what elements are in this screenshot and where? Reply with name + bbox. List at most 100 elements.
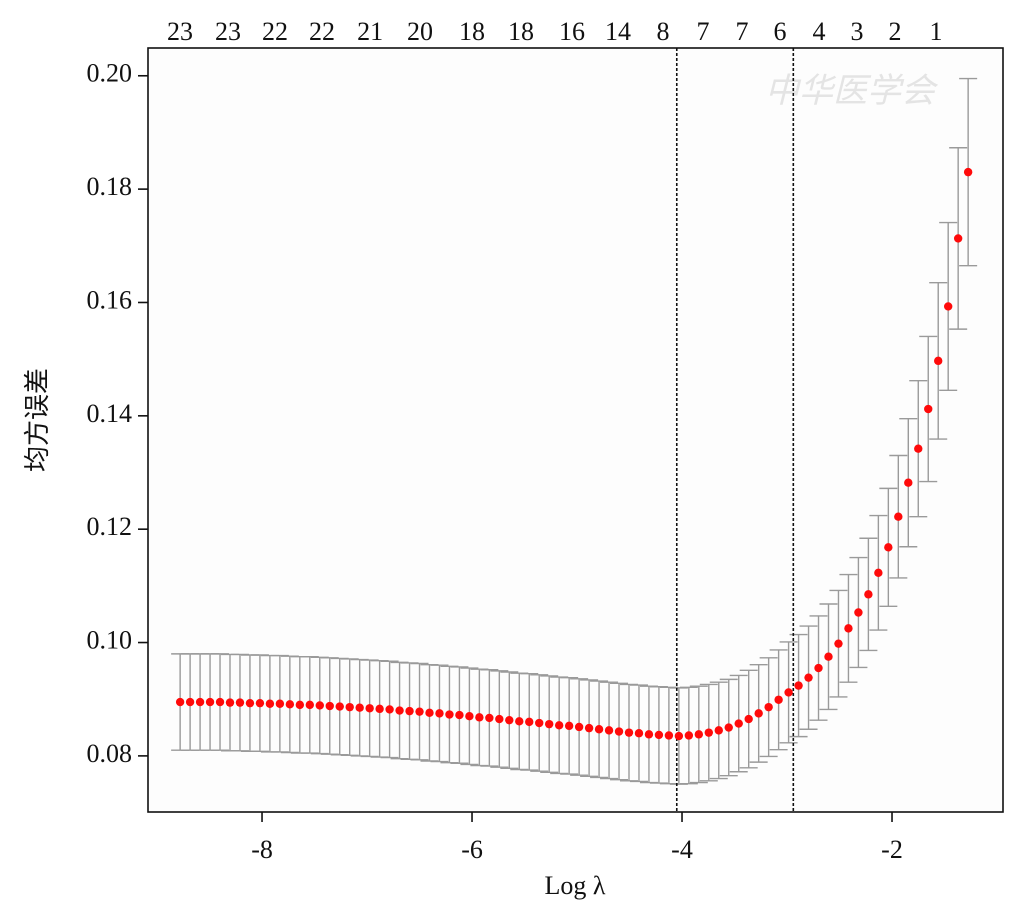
point <box>415 707 424 716</box>
top-tick-label: 7 <box>697 17 710 46</box>
top-tick-label: 21 <box>357 17 383 46</box>
point <box>225 698 235 707</box>
point <box>215 697 225 707</box>
point <box>295 700 305 710</box>
x-tick-label: -6 <box>461 835 483 864</box>
point <box>345 702 354 712</box>
top-tick-label: 23 <box>215 17 241 46</box>
point <box>704 728 713 737</box>
point <box>335 702 344 711</box>
point <box>644 730 654 739</box>
point <box>604 726 614 735</box>
point <box>325 701 334 711</box>
watermark: 中华医学会 <box>765 73 939 110</box>
top-tick-label: 23 <box>167 17 193 46</box>
point <box>315 701 324 710</box>
point <box>654 730 664 740</box>
point <box>614 727 624 736</box>
point <box>854 608 863 617</box>
point <box>744 714 753 724</box>
top-tick-label: 18 <box>508 17 534 46</box>
top-tick-label: 16 <box>559 17 585 46</box>
point <box>764 702 773 712</box>
x-tick-label: -8 <box>251 835 273 864</box>
top-tick-label: 18 <box>459 17 485 46</box>
point <box>245 698 255 708</box>
point <box>395 706 404 715</box>
y-tick-label: 0.20 <box>87 59 133 88</box>
point <box>445 710 454 719</box>
point <box>235 698 245 707</box>
top-tick-label: 6 <box>773 17 786 46</box>
point <box>814 663 823 673</box>
point <box>265 699 275 708</box>
point <box>684 731 694 740</box>
point <box>535 718 544 728</box>
point <box>425 708 434 718</box>
point <box>884 543 893 552</box>
point <box>525 717 534 727</box>
point <box>934 356 943 366</box>
point <box>554 721 564 730</box>
point <box>664 731 674 740</box>
point <box>844 624 853 633</box>
point <box>864 590 873 599</box>
point <box>305 700 315 710</box>
point <box>185 697 195 707</box>
point <box>255 698 265 708</box>
point <box>275 699 285 708</box>
point <box>904 478 913 487</box>
point <box>205 697 215 707</box>
point <box>574 722 584 732</box>
point <box>754 709 763 718</box>
y-axis-label: 均方误差 <box>23 368 52 472</box>
y-tick-label: 0.08 <box>87 739 133 768</box>
point <box>475 713 484 722</box>
point <box>435 709 444 718</box>
point <box>924 404 933 414</box>
top-tick-label: 8 <box>657 17 670 46</box>
plot-frame <box>147 47 1004 813</box>
point <box>674 731 684 741</box>
top-tick-label: 7 <box>735 17 748 46</box>
top-tick-label: 22 <box>262 17 288 46</box>
point <box>375 704 384 714</box>
top-tick-label: 14 <box>605 17 631 46</box>
point <box>505 715 514 725</box>
x-tick-label: -4 <box>671 835 693 864</box>
point <box>544 719 554 729</box>
point <box>175 697 185 707</box>
top-tick-label: 4 <box>813 17 826 46</box>
top-tick-label: 3 <box>851 17 864 46</box>
point <box>634 729 644 738</box>
point <box>894 512 903 521</box>
point <box>355 703 364 712</box>
point <box>953 234 963 243</box>
x-axis-label: Log λ <box>545 871 606 900</box>
point <box>794 681 803 690</box>
top-tick-label: 1 <box>930 17 943 46</box>
point <box>774 695 783 704</box>
y-tick-label: 0.18 <box>87 172 133 201</box>
point <box>455 710 464 720</box>
point <box>804 673 813 682</box>
y-tick-label: 0.12 <box>87 512 133 541</box>
point <box>914 444 923 453</box>
point <box>485 713 494 723</box>
point <box>365 704 374 713</box>
top-tick-label: 2 <box>889 17 902 46</box>
point <box>834 639 843 648</box>
point <box>824 652 833 661</box>
point <box>784 688 793 697</box>
point <box>594 725 604 734</box>
point <box>465 712 474 721</box>
point <box>385 705 394 714</box>
point <box>943 302 953 311</box>
y-tick-label: 0.10 <box>87 626 133 655</box>
point <box>515 717 524 726</box>
point <box>285 700 295 709</box>
y-tick-label: 0.16 <box>87 285 133 314</box>
top-tick-label: 22 <box>309 17 335 46</box>
